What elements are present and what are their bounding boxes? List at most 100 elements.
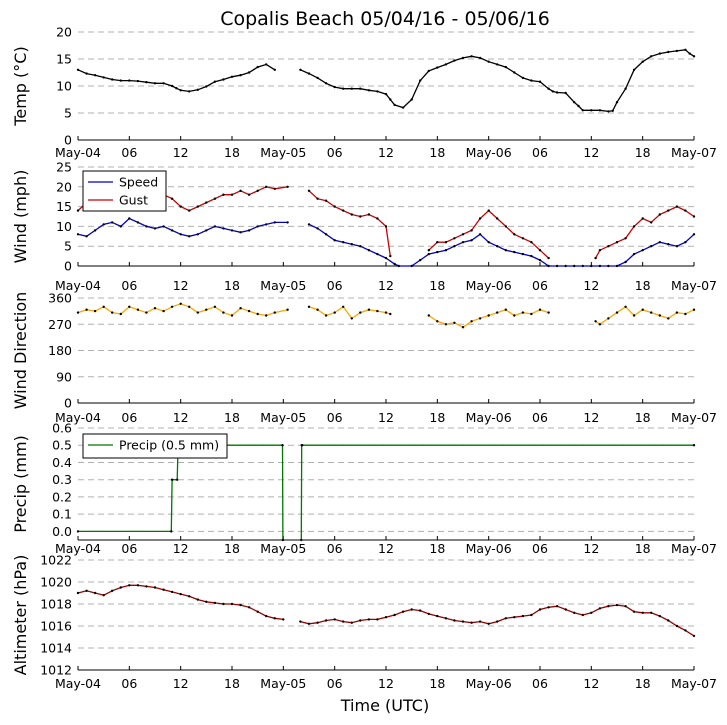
altimeter-altimeter-point — [478, 620, 482, 623]
precip-legend-frame — [82, 433, 228, 459]
wind-legend-label-gust: Gust — [119, 193, 148, 208]
temp-temp-point — [551, 90, 554, 93]
precip-x-tick-label: 18 — [224, 541, 240, 556]
altimeter-altimeter-point — [205, 600, 208, 603]
temp-temp-point — [598, 109, 602, 112]
direction-direction-line — [308, 305, 391, 320]
altimeter-altimeter-point — [504, 617, 507, 620]
precip-x-tick-label: 06 — [532, 541, 548, 556]
temp-temp-point — [444, 63, 448, 66]
altimeter-altimeter-point — [102, 594, 105, 597]
altimeter-altimeter-point — [359, 619, 362, 622]
altimeter-altimeter-point — [213, 601, 217, 605]
wind-x-tick-label: 06 — [121, 278, 137, 293]
wind-speed-point — [453, 245, 456, 248]
wind-speed-point — [119, 225, 123, 228]
altimeter-altimeter-point — [247, 606, 251, 609]
direction-direction-line — [77, 303, 288, 317]
wind-speed-point — [384, 256, 388, 260]
temp-series-temp — [76, 48, 696, 113]
direction-direction-point — [119, 312, 123, 316]
wind-gust-point — [205, 201, 208, 204]
temp-temp-point — [573, 101, 576, 104]
wind-speed-point — [359, 245, 362, 248]
precip-x-tick-label: 06 — [121, 541, 137, 556]
temp-temp-point — [547, 87, 550, 90]
direction-direction-point — [453, 321, 456, 324]
altimeter-x-tick-label: May-06 — [466, 676, 512, 691]
temp-temp-point — [684, 48, 687, 51]
wind-speed-point — [436, 250, 439, 254]
temp-temp-point — [667, 50, 670, 54]
temp-temp-point — [504, 65, 507, 69]
wind-gust-point — [367, 213, 371, 216]
altimeter-altimeter-point — [496, 620, 499, 623]
x-axis-label: Time (UTC) — [340, 696, 429, 715]
wind-speed-point — [376, 252, 379, 256]
precip-y-tick-label: 0.5 — [52, 438, 72, 453]
direction-direction-point — [547, 311, 550, 314]
temp-temp-point — [256, 65, 259, 69]
temp-temp-point — [324, 82, 328, 85]
wind-gust-point — [530, 241, 533, 244]
temp-temp-point — [496, 63, 499, 66]
wind-speed-point — [538, 258, 542, 262]
wind-speed-point — [478, 233, 482, 236]
wind-speed-point — [350, 243, 353, 246]
wind-gust-point — [615, 241, 619, 244]
direction-direction-point — [188, 305, 191, 308]
altimeter-altimeter-point — [136, 584, 140, 587]
wind-speed-point — [427, 252, 430, 256]
temp-x-tick-label: 12 — [378, 145, 394, 160]
wind-gust-point — [692, 215, 696, 218]
wind-gust-point — [170, 197, 174, 200]
precip-y-tick-label: 0.1 — [52, 507, 72, 522]
temp-temp-point — [513, 71, 516, 74]
temp-y-tick-label: 10 — [56, 79, 72, 94]
wind-speed-point — [128, 217, 131, 220]
altimeter-altimeter-point — [119, 586, 123, 589]
temp-temp-point — [111, 78, 114, 81]
wind-gust-point — [624, 237, 627, 240]
direction-direction-point — [436, 320, 439, 323]
direction-direction-point — [376, 309, 379, 313]
direction-direction-point — [333, 311, 336, 314]
wind-x-tick-label: May-06 — [466, 278, 512, 293]
direction-direction-point — [170, 305, 174, 308]
altimeter-altimeter-point — [675, 624, 679, 628]
temp-temp-point — [410, 98, 413, 101]
wind-gust-point — [478, 217, 482, 220]
temp-temp-point — [299, 68, 302, 72]
temp-temp-point — [188, 90, 191, 93]
direction-x-tick-label: 12 — [173, 410, 189, 425]
wind-gust-point — [230, 193, 234, 196]
precip-series-precip — [76, 444, 696, 542]
precip-precip-point — [176, 478, 179, 481]
direction-y-tick-label: 90 — [56, 369, 72, 384]
temp-temp-point — [333, 85, 336, 89]
wind-speed-point — [675, 245, 679, 248]
wind-gust-point — [632, 225, 636, 228]
altimeter-altimeter-point — [393, 613, 396, 617]
temp-temp-point — [213, 80, 217, 83]
wind-gust-point — [239, 189, 242, 192]
direction-direction-point — [504, 308, 507, 311]
wind-series-gust — [76, 185, 696, 260]
altimeter-altimeter-point — [470, 621, 473, 624]
wind-speed-point — [85, 235, 88, 238]
direction-direction-point — [307, 305, 311, 308]
direction-x-tick-label: May-04 — [55, 410, 101, 425]
temp-temp-point — [316, 76, 319, 80]
wind-gust-point — [333, 205, 336, 208]
altimeter-y-tick-label: 1016 — [40, 619, 72, 634]
precip-precip-line — [78, 444, 284, 541]
direction-direction-point — [470, 320, 473, 323]
altimeter-altimeter-point — [547, 606, 550, 609]
altimeter-altimeter-point — [401, 610, 405, 613]
wind-gust-point — [427, 249, 430, 252]
wind-speed-point — [256, 225, 259, 228]
temp-x-tick-label: 12 — [173, 145, 189, 160]
wind-gust-line — [595, 205, 695, 259]
altimeter-altimeter-point — [419, 609, 422, 612]
altimeter-altimeter-point — [299, 620, 302, 623]
